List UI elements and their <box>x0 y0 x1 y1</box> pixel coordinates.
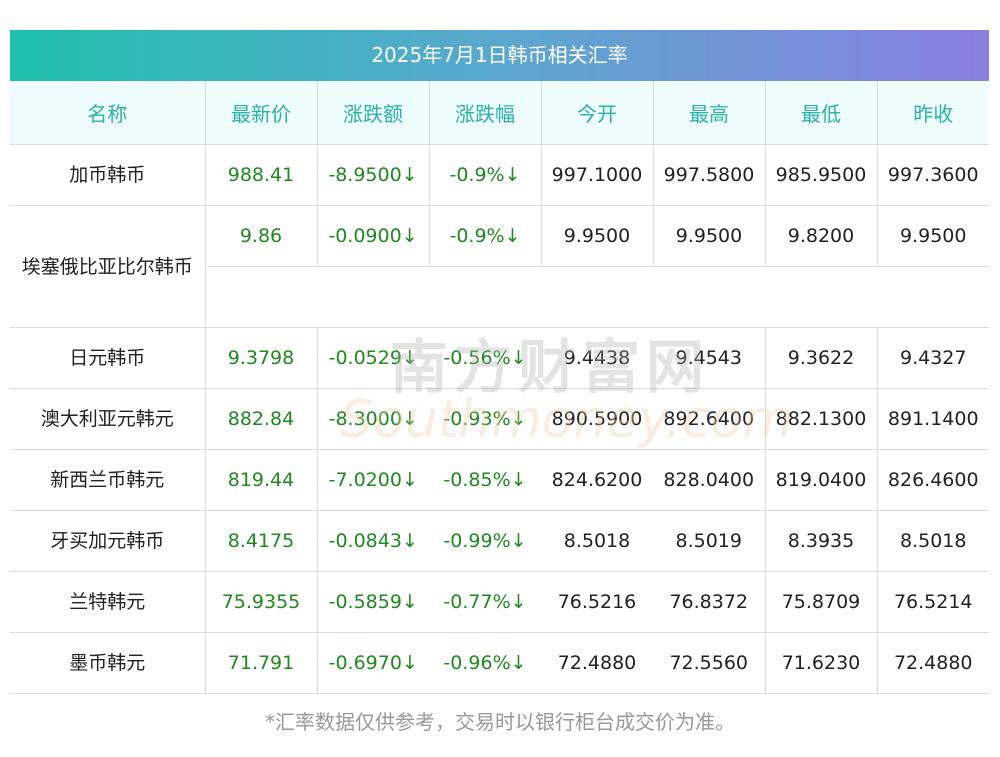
header-name: 名称 <box>10 81 206 145</box>
open-price: 76.5216 <box>541 571 653 633</box>
table-row: 牙买加元韩币 8.4175 -0.0843↓ -0.99%↓ 8.5018 8.… <box>10 510 989 572</box>
change-amount: -0.6970↓ <box>317 632 429 694</box>
disclaimer-note: *汇率数据仅供参考，交易时以银行柜台成交价为准。 <box>265 710 735 734</box>
currency-name: 埃塞俄比亚比尔韩币 <box>10 205 206 328</box>
header-open: 今开 <box>541 81 654 145</box>
currency-name: 加币韩币 <box>10 144 206 206</box>
prev-close: 826.4600 <box>877 449 989 511</box>
latest-price: 819.44 <box>205 449 318 511</box>
prev-close: 72.4880 <box>877 632 989 694</box>
change-percent: -0.9%↓ <box>429 144 542 206</box>
open-price: 9.9500 <box>541 205 654 267</box>
table-row: 墨币韩元 71.791 -0.6970↓ -0.96%↓ 72.4880 72.… <box>10 632 989 694</box>
header-prev-close: 昨收 <box>877 81 989 145</box>
change-percent: -0.56%↓ <box>429 327 541 389</box>
open-price: 9.4438 <box>541 327 653 389</box>
change-amount: -0.0843↓ <box>317 510 429 572</box>
table-row: 日元韩币 9.3798 -0.0529↓ -0.56%↓ 9.4438 9.45… <box>10 327 989 389</box>
high-price: 892.6400 <box>653 388 766 450</box>
table-row: 加币韩币 988.41 -8.9500↓ -0.9%↓ 997.1000 997… <box>10 144 989 206</box>
change-percent: -0.93%↓ <box>429 388 541 450</box>
high-price: 9.4543 <box>653 327 766 389</box>
change-amount: -0.5859↓ <box>317 571 429 633</box>
header-row: 名称 最新价 涨跌额 涨跌幅 今开 最高 最低 昨收 <box>10 81 989 145</box>
latest-price: 882.84 <box>205 388 318 450</box>
prev-close: 76.5214 <box>877 571 989 633</box>
change-amount: -0.0900↓ <box>317 205 430 267</box>
high-price: 72.5560 <box>653 632 766 694</box>
latest-price: 8.4175 <box>205 510 318 572</box>
high-price: 76.8372 <box>653 571 766 633</box>
change-percent: -0.9%↓ <box>429 205 542 267</box>
header-change: 涨跌额 <box>317 81 430 145</box>
currency-name: 墨币韩元 <box>10 632 206 694</box>
open-price: 890.5900 <box>541 388 653 450</box>
low-price: 9.8200 <box>765 205 878 267</box>
open-price: 824.6200 <box>541 449 653 511</box>
header-low: 最低 <box>765 81 878 145</box>
change-percent: -0.85%↓ <box>429 449 541 511</box>
low-price: 985.9500 <box>765 144 878 206</box>
currency-name: 兰特韩元 <box>10 571 206 633</box>
latest-price: 75.9355 <box>205 571 318 633</box>
change-amount: -8.3000↓ <box>317 388 429 450</box>
header-high: 最高 <box>653 81 766 145</box>
low-price: 819.0400 <box>765 449 878 511</box>
open-price: 8.5018 <box>541 510 653 572</box>
empty-cell <box>205 266 989 328</box>
currency-name: 新西兰币韩元 <box>10 449 206 511</box>
prev-close: 9.4327 <box>877 327 989 389</box>
header-latest: 最新价 <box>205 81 318 145</box>
header-change-pct: 涨跌幅 <box>429 81 542 145</box>
open-price: 997.1000 <box>541 144 654 206</box>
currency-name: 日元韩币 <box>10 327 206 389</box>
table-row: 兰特韩元 75.9355 -0.5859↓ -0.77%↓ 76.5216 76… <box>10 571 989 633</box>
high-price: 997.5800 <box>653 144 766 206</box>
latest-price: 9.3798 <box>205 327 318 389</box>
prev-close: 9.9500 <box>877 205 989 267</box>
latest-price: 9.86 <box>205 205 318 267</box>
low-price: 71.6230 <box>765 632 878 694</box>
table-row: 澳大利亚元韩元 882.84 -8.3000↓ -0.93%↓ 890.5900… <box>10 388 989 450</box>
table-row: 新西兰币韩元 819.44 -7.0200↓ -0.85%↓ 824.6200 … <box>10 449 989 511</box>
low-price: 9.3622 <box>765 327 878 389</box>
change-amount: -0.0529↓ <box>317 327 429 389</box>
open-price: 72.4880 <box>541 632 653 694</box>
prev-close: 997.3600 <box>877 144 989 206</box>
latest-price: 988.41 <box>205 144 318 206</box>
latest-price: 71.791 <box>205 632 318 694</box>
change-percent: -0.77%↓ <box>429 571 541 633</box>
low-price: 8.3935 <box>765 510 878 572</box>
change-percent: -0.96%↓ <box>429 632 541 694</box>
low-price: 882.1300 <box>765 388 878 450</box>
table-row: 埃塞俄比亚比尔韩币 9.86 -0.0900↓ -0.9%↓ 9.9500 9.… <box>10 205 989 328</box>
low-price: 75.8709 <box>765 571 878 633</box>
rate-table: 名称 最新价 涨跌额 涨跌幅 今开 最高 最低 昨收 加币韩币 988.41 -… <box>10 81 989 694</box>
prev-close: 8.5018 <box>877 510 989 572</box>
table-row-spacer <box>10 266 989 328</box>
change-percent: -0.99%↓ <box>429 510 541 572</box>
rate-table-container: 2025年7月1日韩币相关汇率 名称 最新价 涨跌额 涨跌幅 今开 最高 最低 … <box>10 30 989 694</box>
change-amount: -8.9500↓ <box>317 144 430 206</box>
prev-close: 891.1400 <box>877 388 989 450</box>
high-price: 8.5019 <box>653 510 766 572</box>
high-price: 9.9500 <box>653 205 766 267</box>
change-amount: -7.0200↓ <box>317 449 429 511</box>
high-price: 828.0400 <box>653 449 766 511</box>
currency-name: 牙买加元韩币 <box>10 510 206 572</box>
table-title: 2025年7月1日韩币相关汇率 <box>10 30 989 81</box>
currency-name: 澳大利亚元韩元 <box>10 388 206 450</box>
